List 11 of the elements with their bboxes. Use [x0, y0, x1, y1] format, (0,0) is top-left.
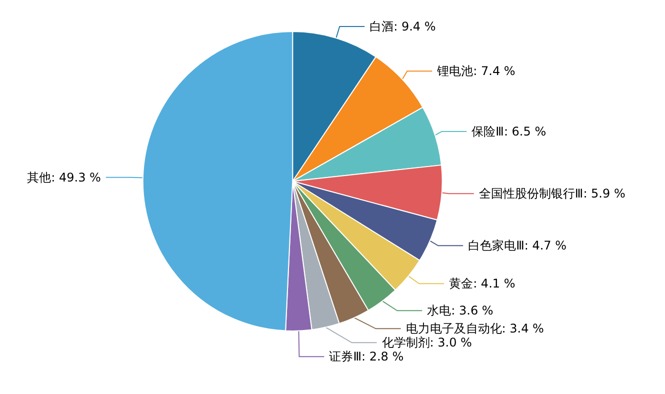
- slice-label: 全国性股份制银行Ⅲ: 5.9 %: [478, 186, 626, 201]
- slice-label: 白酒: 9.4 %: [370, 20, 436, 34]
- slice-label: 其他: 49.3 %: [27, 170, 101, 184]
- slice-label: 白色家电Ⅲ: 4.7 %: [468, 238, 567, 253]
- slice-label: 黄金: 4.1 %: [449, 276, 516, 291]
- slice-label: 电力电子及自动化: 3.4 %: [406, 322, 544, 336]
- slice-label: 水电: 3.6 %: [427, 304, 494, 318]
- slice-label: 保险Ⅲ: 6.5 %: [472, 124, 546, 139]
- slice-label: 证券Ⅲ: 2.8 %: [329, 350, 404, 364]
- slice-label: 锂电池: 7.4 %: [436, 64, 516, 78]
- slice-label: 化学制剂: 3.0 %: [382, 336, 472, 350]
